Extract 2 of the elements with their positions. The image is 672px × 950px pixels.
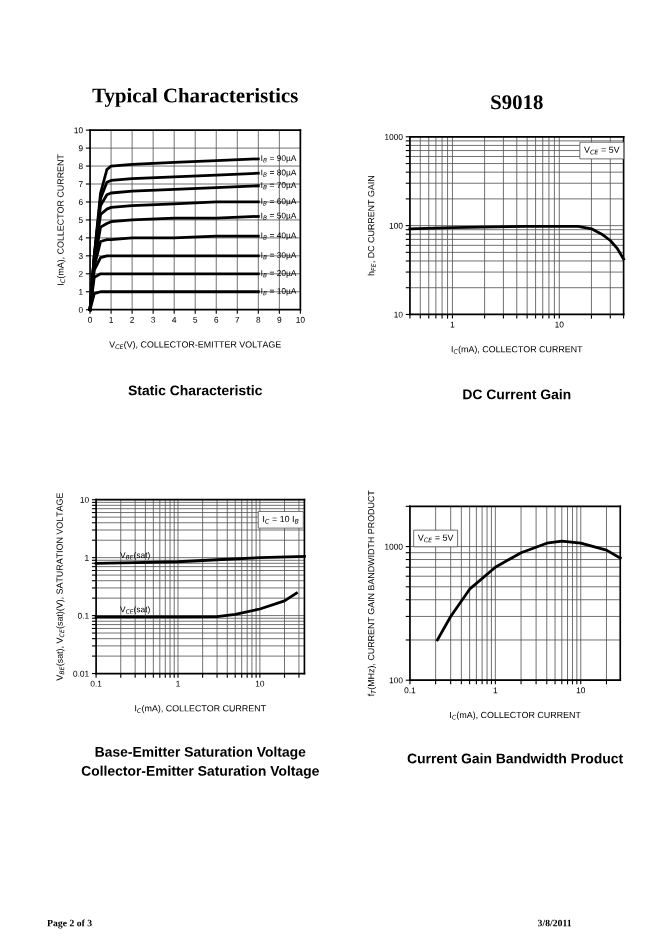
chart-title: S9018 bbox=[491, 95, 543, 110]
chart-title: Typical Characteristics bbox=[92, 87, 298, 107]
